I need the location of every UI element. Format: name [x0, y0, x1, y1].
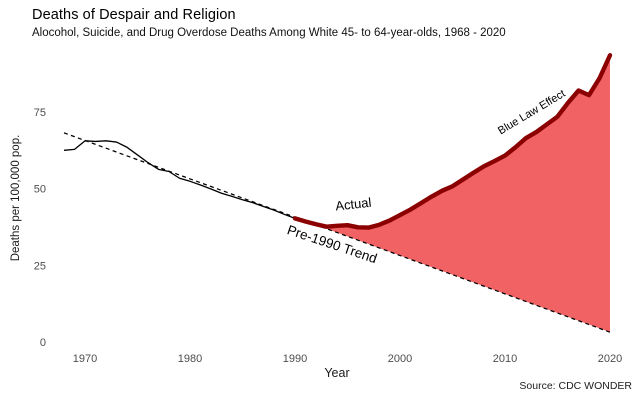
chart-subtitle: Alocohol, Suicide, and Drug Overdose Dea… — [32, 27, 506, 39]
source-credit: Source: CDC WONDER — [519, 380, 632, 392]
y-tick-label: 0 — [40, 337, 46, 349]
actual-line-early — [63, 140, 306, 223]
y-tick-label: 75 — [34, 107, 46, 119]
trend-dashed-line — [63, 132, 611, 333]
x-tick-label: 2010 — [493, 353, 517, 365]
x-tick-label: 1990 — [283, 353, 307, 365]
x-tick-label: 1970 — [73, 353, 97, 365]
gap-fill-area — [316, 55, 610, 333]
x-tick-label: 1980 — [178, 353, 202, 365]
actual-line-late — [292, 53, 613, 230]
chart-title: Deaths of Despair and Religion — [32, 7, 236, 23]
x-axis-title: Year — [324, 366, 350, 380]
x-tick-label: 2000 — [388, 353, 412, 365]
y-tick-label: 25 — [34, 260, 46, 272]
y-tick-label: 50 — [34, 184, 46, 196]
annotation-actual: Actual — [335, 195, 373, 214]
x-tick-label: 2020 — [598, 353, 622, 365]
